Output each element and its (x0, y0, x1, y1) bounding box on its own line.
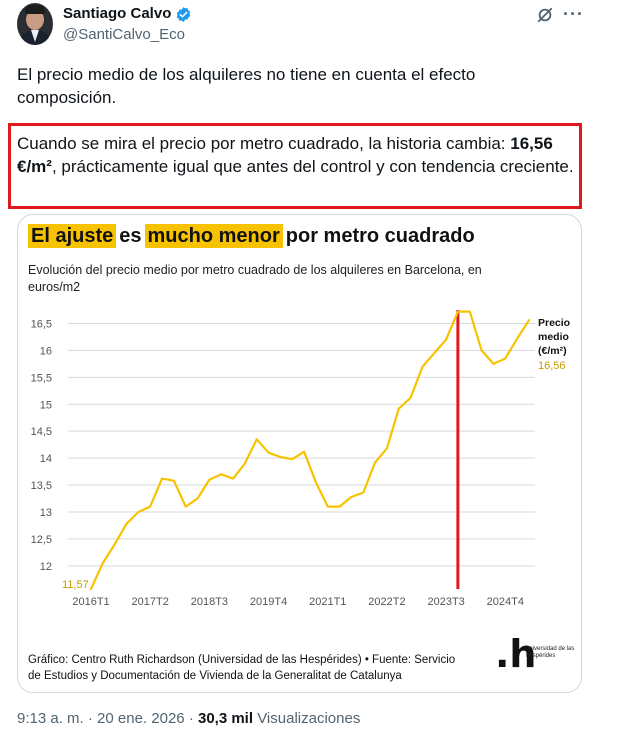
x-tick-label: 2018T3 (191, 596, 228, 608)
y-tick-label: 13,5 (31, 480, 52, 492)
y-tick-label: 16,5 (31, 318, 52, 330)
x-tick-label: 2023T3 (427, 596, 464, 608)
views-label: Visualizaciones (257, 710, 361, 727)
y-tick-label: 16 (40, 345, 52, 357)
y-tick-label: 12 (40, 561, 52, 573)
x-tick-label: 2019T4 (250, 596, 287, 608)
y-tick-label: 15,5 (31, 372, 52, 384)
chart-title: El ajuste es mucho menor por metro cuadrado (28, 224, 478, 248)
avatar[interactable] (17, 3, 53, 45)
y-tick-label: 14,5 (31, 426, 52, 438)
series-label: medio (538, 331, 569, 343)
tweet-text: El precio medio de los alquileres no tie… (17, 65, 476, 107)
tweet-text-highlighted: Cuando se mira el precio por metro cuadr… (17, 132, 577, 178)
views-count: 30,3 mil (197, 710, 254, 727)
line-chart: 16,5 16 15,5 15 14,5 14 13,5 13 12,5 12 2016T1 2017… (31, 310, 570, 608)
x-tick-label: 2017T2 (132, 596, 169, 608)
tweet-text-part: , prácticamente igual que antes del cont… (51, 157, 574, 176)
verified-badge-icon (176, 7, 191, 22)
series-line (89, 310, 531, 591)
chart-source: Gráfico: Centro Ruth Richardson (Univers… (28, 654, 456, 682)
title-highlight: mucho menor (144, 224, 283, 248)
title-word: es (119, 225, 142, 247)
logo-text: universidad de las hespérides (526, 646, 575, 659)
tweet-time[interactable]: 9:13 a. m. (17, 710, 84, 727)
grok-icon[interactable] (536, 6, 554, 24)
tweet-date[interactable]: 20 ene. 2026 (97, 710, 185, 727)
y-tick-label: 15 (40, 399, 52, 411)
user-handle[interactable]: @SantiCalvo_Eco (63, 26, 185, 43)
y-tick-label: 13 (40, 507, 52, 519)
more-options-icon[interactable]: ··· (563, 4, 584, 24)
chart-subtitle: Evolución del precio medio por metro cua… (28, 263, 482, 294)
y-tick-label: 14 (40, 453, 52, 465)
x-tick-label: 2021T1 (309, 596, 346, 608)
tweet-text-bold: 16,56 €/m² (17, 134, 553, 176)
start-value-label: 11,57 (62, 579, 89, 591)
university-logo: .h universidad de las hespérides (495, 632, 575, 676)
title-highlight: El ajuste (28, 224, 117, 248)
title-word: por metro cuadrado (285, 225, 475, 247)
x-tick-label: 2022T2 (368, 596, 405, 608)
tweet-text-part: Cuando se mira el precio por metro cuadr… (17, 134, 511, 153)
end-value-label: 16,56 (538, 360, 566, 372)
meta-separator: · (87, 710, 93, 727)
user-name[interactable]: Santiago Calvo (63, 5, 172, 22)
logo-mark: .h (495, 632, 537, 676)
series-label: (€/m²) (538, 345, 567, 357)
meta-separator: · (188, 710, 194, 727)
x-tick-label: 2024T4 (487, 596, 524, 608)
highlight-box (8, 123, 582, 209)
series-label: Precio (538, 317, 570, 329)
media-card[interactable]: El ajuste es mucho menor por metro cuadrado… (17, 214, 582, 693)
x-tick-label: 2016T1 (72, 596, 109, 608)
tweet-meta: 9:13 a. m. · 20 ene. 2026 · 30,3 mil Vis… (17, 710, 360, 727)
y-tick-label: 12,5 (31, 534, 52, 546)
